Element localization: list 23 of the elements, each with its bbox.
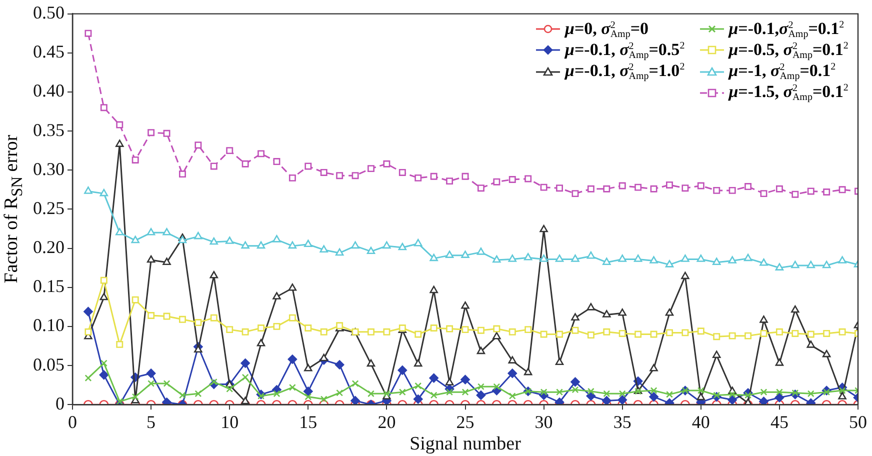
y-tick-label: 0.25 (33, 198, 64, 218)
x-tick-label: 20 (378, 412, 396, 432)
x-axis-title: Signal number (410, 434, 522, 455)
x-tick-label: 0 (68, 412, 77, 432)
x-tick-label: 5 (146, 412, 156, 432)
x-tick-label: 10 (220, 412, 239, 432)
y-tick-label: 0.50 (33, 2, 64, 23)
y-tick-label: 0.15 (33, 276, 64, 296)
x-tick-label: 35 (613, 412, 632, 432)
y-tick-label: 0 (56, 393, 64, 414)
y-tick-label: 0.05 (33, 354, 64, 374)
y-tick-label: 0.40 (33, 80, 64, 101)
y-tick-label: 0.10 (33, 315, 64, 336)
y-tick-label: 0.20 (33, 237, 64, 258)
x-tick-label: 40 (692, 412, 710, 432)
x-tick-label: 15 (299, 412, 318, 432)
x-tick-label: 50 (849, 412, 867, 432)
y-tick-label: 0.30 (33, 158, 64, 179)
x-tick-label: 30 (534, 412, 553, 432)
x-tick-label: 25 (456, 412, 474, 432)
y-tick-label: 0.45 (33, 42, 64, 62)
x-tick-label: 45 (770, 412, 788, 432)
y-tick-label: 0.35 (33, 120, 64, 140)
